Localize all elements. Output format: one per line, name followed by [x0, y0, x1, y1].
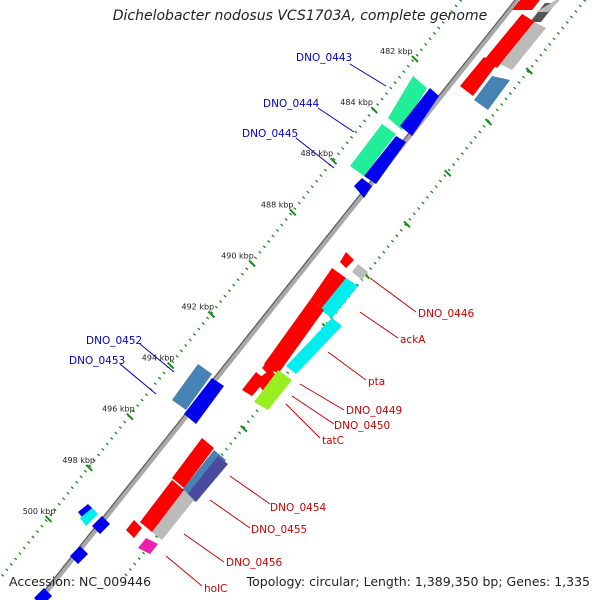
major-tick — [525, 67, 534, 75]
gene-block — [80, 508, 98, 526]
leader-DNO_0450 — [291, 395, 335, 425]
leader-ackA — [359, 311, 399, 339]
leader-DNO_0453 — [119, 363, 157, 395]
major-tick — [484, 118, 493, 126]
kbp-tick-label: 496 kbp — [102, 405, 135, 414]
leader-DNO_0446 — [369, 277, 417, 313]
leader-DNO_0444 — [317, 107, 355, 133]
gene-block — [500, 22, 546, 70]
major-tick — [329, 157, 338, 165]
major-tick — [411, 55, 419, 63]
kbp-tick-label: 500 kbp — [23, 507, 56, 516]
leader-tatC — [285, 403, 321, 439]
major-tick — [289, 208, 297, 217]
gene-block — [340, 252, 354, 268]
label-DNO_0446[interactable]: DNO_0446 — [418, 308, 474, 320]
gene-block — [512, 0, 540, 10]
major-tick — [403, 220, 411, 229]
label-pta[interactable]: pta — [368, 376, 385, 388]
label-DNO_0449[interactable]: DNO_0449 — [346, 405, 402, 417]
major-tick — [444, 169, 452, 177]
gene-DNO_0452 — [172, 364, 212, 410]
leader-DNO_0456 — [183, 533, 225, 563]
label-holC[interactable]: holC — [204, 583, 227, 595]
label-DNO_0456[interactable]: DNO_0456 — [226, 557, 282, 569]
gene-DNO_0446 — [352, 264, 368, 280]
kbp-labels: 482 kbp 484 kbp 486 kbp 488 kbp 490 kbp 492 k… — [23, 47, 413, 516]
gene-DNO_0455 — [140, 480, 184, 532]
gene-block — [34, 588, 52, 600]
kbp-tick-label: 492 kbp — [182, 303, 215, 312]
gene-ackA-cyan — [320, 278, 358, 318]
kbp-tick-label: 498 kbp — [62, 456, 95, 465]
gene-block — [484, 14, 535, 68]
leader-DNO_0455 — [209, 499, 251, 529]
label-DNO_0453[interactable]: DNO_0453 — [69, 355, 125, 367]
kbp-tick-label: 484 kbp — [340, 98, 373, 107]
gene-block — [354, 178, 372, 198]
gene-DNO_0455-grey — [152, 490, 194, 540]
topology-text: Topology: circular; Length: 1,389,350 bp… — [246, 574, 590, 589]
kbp-tick-label: 482 kbp — [380, 47, 413, 56]
gene-DNO_0445b — [364, 136, 406, 184]
label-tatC[interactable]: tatC — [322, 435, 344, 447]
label-ackA[interactable]: ackA — [400, 334, 426, 346]
gene-DNO_0454-slate — [186, 456, 228, 502]
gene-pta-cyan — [286, 318, 342, 374]
accession-text: Accession: NC_009446 — [9, 574, 152, 589]
major-tick — [248, 259, 256, 268]
gene-DNO_0444 — [400, 88, 439, 136]
leader-DNO_0452 — [139, 343, 175, 373]
gene-block — [460, 57, 497, 96]
gene-tatC — [254, 370, 292, 410]
kbp-tick-label: 490 kbp — [221, 251, 254, 260]
gene-pta — [264, 300, 324, 374]
major-ticks-outer — [44, 55, 419, 523]
label-DNO_0445[interactable]: DNO_0445 — [242, 128, 298, 140]
leader-pta — [327, 351, 367, 381]
gene-block — [536, 0, 560, 12]
major-tick — [44, 515, 53, 523]
gene-block — [70, 546, 88, 564]
tick-track-outer — [0, 0, 463, 577]
label-DNO_0450[interactable]: DNO_0450 — [334, 420, 390, 432]
gene-block — [126, 520, 142, 538]
leader-DNO_0454 — [229, 475, 271, 505]
kbp-tick-label: 494 kbp — [142, 354, 175, 363]
label-DNO_0452[interactable]: DNO_0452 — [86, 335, 142, 347]
leader-DNO_0443 — [349, 63, 387, 87]
gene-block — [172, 438, 214, 488]
major-tick — [370, 106, 378, 114]
gene-features — [34, 0, 560, 600]
gene-block — [474, 76, 510, 110]
label-DNO_0454[interactable]: DNO_0454 — [270, 502, 326, 514]
major-tick — [166, 361, 175, 370]
label-DNO_0455[interactable]: DNO_0455 — [251, 524, 307, 536]
genome-backbone — [38, 0, 520, 600]
label-DNO_0443[interactable]: DNO_0443 — [296, 52, 352, 64]
gene-DNO_0453 — [184, 378, 224, 424]
major-tick — [240, 424, 248, 433]
label-DNO_0444[interactable]: DNO_0444 — [263, 98, 319, 110]
major-tick — [85, 464, 93, 472]
major-tick — [126, 412, 134, 421]
label-leaders — [119, 63, 417, 587]
gene-ackA — [310, 268, 346, 310]
kbp-tick-label: 486 kbp — [301, 149, 334, 158]
gene-DNO_0445a — [350, 124, 396, 176]
leader-DNO_0445 — [295, 137, 335, 169]
gene-DNO_0443 — [388, 76, 427, 130]
major-tick — [207, 310, 216, 319]
leader-DNO_0449 — [299, 383, 345, 411]
gene-DNO_0456 — [138, 538, 158, 554]
gene-block — [92, 516, 110, 534]
map-title: Dichelobacter nodosus VCS1703A, complete… — [112, 8, 488, 24]
leader-holC — [165, 555, 203, 587]
kbp-tick-label: 488 kbp — [261, 200, 294, 209]
